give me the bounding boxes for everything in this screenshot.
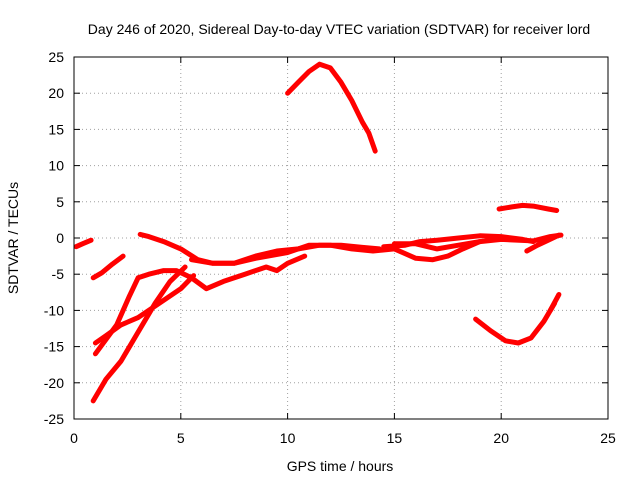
series-line-s13 <box>473 300 558 346</box>
x-tick-label: 15 <box>387 430 403 446</box>
y-axis-label: SDTVAR / TECUs <box>5 182 21 294</box>
y-tick-label: 15 <box>48 121 64 137</box>
x-tick-label: 5 <box>177 430 185 446</box>
y-tick-label: -5 <box>52 266 65 282</box>
y-tick-label: -20 <box>44 375 64 391</box>
series-line-s4 <box>92 273 197 346</box>
series-line-s2 <box>90 253 126 281</box>
series-line-s14 <box>547 292 562 313</box>
y-tick-label: -15 <box>44 339 64 355</box>
series-line-s9 <box>391 232 564 252</box>
y-tick-label: -10 <box>44 302 64 318</box>
y-tick-label: 10 <box>48 158 64 174</box>
series-line-s5 <box>90 264 188 404</box>
x-axis-label: GPS time / hours <box>287 458 394 474</box>
series-line-s12 <box>496 202 560 213</box>
y-tick-label: 20 <box>48 85 64 101</box>
series-line-s7 <box>189 239 483 266</box>
series-group <box>73 61 564 404</box>
series-line-s11 <box>285 61 378 154</box>
x-tick-label: 20 <box>493 430 509 446</box>
series-line-s1 <box>73 237 94 250</box>
series-line-s3 <box>92 253 308 357</box>
series-line-s10 <box>524 232 562 254</box>
chart-title: Day 246 of 2020, Sidereal Day-to-day VTE… <box>88 21 590 37</box>
x-tick-label: 10 <box>280 430 296 446</box>
grid <box>74 57 608 419</box>
y-tick-label: -25 <box>44 411 64 427</box>
y-tick-label: 25 <box>48 49 64 65</box>
tick-labels: 0 5 10 15 20 25 -25 -20 -15 -10 -5 0 5 10 15 20 25 <box>44 49 616 446</box>
y-tick-label: 5 <box>56 194 64 210</box>
x-tick-label: 0 <box>70 430 78 446</box>
x-tick-label: 25 <box>600 430 616 446</box>
y-tick-label: 0 <box>56 230 64 246</box>
